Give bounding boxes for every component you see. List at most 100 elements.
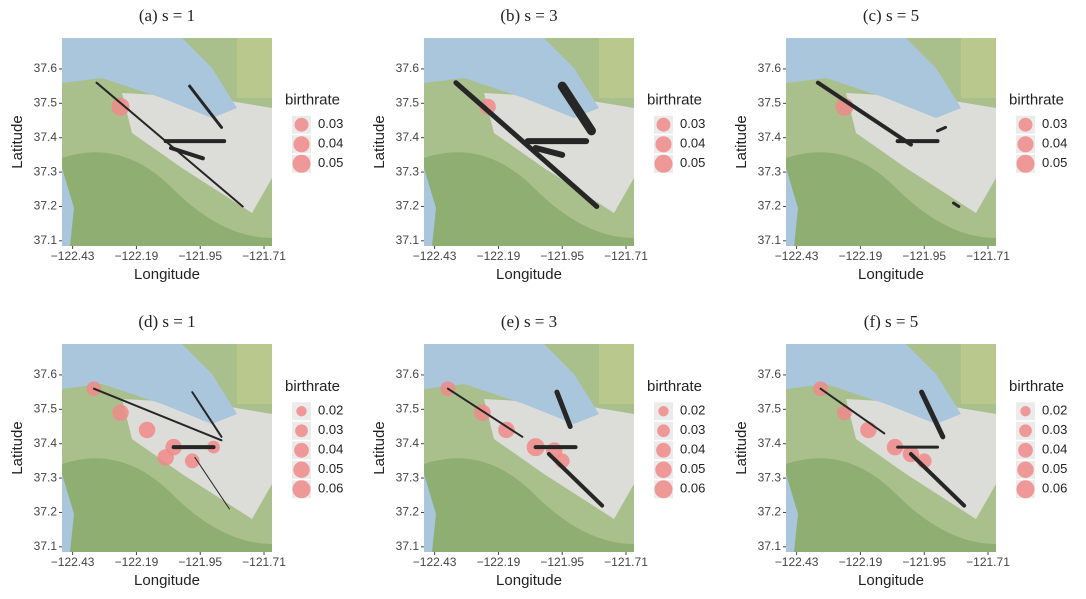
chart-title: (c) s = 5 bbox=[863, 6, 919, 25]
legend-title: birthrate bbox=[1009, 92, 1064, 109]
legend-label: 0.03 bbox=[318, 422, 343, 437]
legend-label: 0.06 bbox=[1042, 481, 1067, 496]
x-tick-label: −122.19 bbox=[839, 249, 883, 263]
legend-key bbox=[296, 406, 306, 416]
y-tick-label: 37.3 bbox=[396, 164, 420, 178]
y-tick-label: 37.4 bbox=[758, 436, 782, 450]
x-tick-label: −122.43 bbox=[775, 555, 819, 569]
x-tick-label: −121.95 bbox=[902, 555, 946, 569]
x-axis-label: Longitude bbox=[496, 572, 562, 589]
y-tick-label: 37.1 bbox=[34, 539, 58, 553]
x-axis-label: Longitude bbox=[858, 572, 924, 589]
x-tick-label: −122.19 bbox=[839, 555, 883, 569]
x-tick-label: −122.43 bbox=[51, 555, 95, 569]
x-tick-label: −122.19 bbox=[477, 555, 521, 569]
x-tick-label: −121.95 bbox=[540, 249, 584, 263]
y-tick-label: 37.5 bbox=[34, 401, 58, 415]
x-tick-label: −122.19 bbox=[477, 249, 521, 263]
y-tick-label: 37.4 bbox=[758, 130, 782, 144]
panel: −122.43−122.19−121.95−121.7137.137.237.3… bbox=[371, 312, 705, 589]
legend-label: 0.05 bbox=[680, 155, 705, 170]
legend-key bbox=[655, 136, 671, 152]
legend-label: 0.02 bbox=[680, 403, 705, 418]
x-tick-label: −122.43 bbox=[413, 249, 457, 263]
y-tick-label: 37.2 bbox=[34, 199, 58, 213]
legend-key bbox=[1017, 480, 1035, 498]
y-tick-label: 37.2 bbox=[396, 199, 420, 213]
legend-key bbox=[1019, 118, 1033, 132]
y-tick-label: 37.3 bbox=[758, 164, 782, 178]
legend-key bbox=[658, 406, 668, 416]
legend-label: 0.04 bbox=[318, 442, 343, 457]
y-axis-label: Latitude bbox=[371, 115, 388, 168]
legend-key bbox=[294, 443, 309, 458]
east-hills bbox=[961, 38, 996, 98]
y-tick-label: 37.4 bbox=[34, 130, 58, 144]
legend-key bbox=[655, 155, 673, 173]
legend-label: 0.04 bbox=[318, 136, 343, 151]
y-tick-label: 37.2 bbox=[396, 505, 420, 519]
legend-label: 0.04 bbox=[680, 442, 705, 457]
y-tick-label: 37.6 bbox=[34, 61, 58, 75]
x-tick-label: −121.71 bbox=[242, 555, 286, 569]
y-axis-label: Latitude bbox=[371, 421, 388, 474]
chart-title: (e) s = 3 bbox=[501, 312, 557, 331]
legend-key bbox=[656, 443, 671, 458]
x-axis-label: Longitude bbox=[134, 266, 200, 283]
legend-key bbox=[655, 462, 671, 478]
x-tick-label: −121.95 bbox=[902, 249, 946, 263]
y-tick-label: 37.3 bbox=[758, 470, 782, 484]
y-tick-label: 37.1 bbox=[396, 539, 420, 553]
x-tick-label: −121.95 bbox=[540, 555, 584, 569]
y-tick-label: 37.3 bbox=[34, 470, 58, 484]
x-tick-label: −122.19 bbox=[115, 249, 159, 263]
y-tick-label: 37.5 bbox=[396, 95, 420, 109]
chart-title: (a) s = 1 bbox=[139, 6, 195, 25]
y-tick-label: 37.1 bbox=[396, 233, 420, 247]
y-axis-label: Latitude bbox=[9, 115, 26, 168]
legend-key bbox=[1017, 155, 1035, 173]
x-tick-label: −121.71 bbox=[604, 249, 648, 263]
y-tick-label: 37.4 bbox=[34, 436, 58, 450]
chart-title: (b) s = 3 bbox=[500, 6, 557, 25]
x-tick-label: −121.71 bbox=[242, 249, 286, 263]
y-tick-label: 37.3 bbox=[396, 470, 420, 484]
y-axis-label: Latitude bbox=[733, 421, 750, 474]
x-tick-label: −122.43 bbox=[775, 249, 819, 263]
east-hills bbox=[599, 38, 634, 98]
y-tick-label: 37.6 bbox=[396, 367, 420, 381]
x-axis-label: Longitude bbox=[858, 266, 924, 283]
legend-key bbox=[1020, 406, 1030, 416]
x-tick-label: −122.43 bbox=[51, 249, 95, 263]
x-tick-label: −122.43 bbox=[413, 555, 457, 569]
legend-title: birthrate bbox=[1009, 378, 1064, 395]
y-tick-label: 37.4 bbox=[396, 130, 420, 144]
legend-key bbox=[1018, 443, 1033, 458]
y-tick-label: 37.6 bbox=[758, 61, 782, 75]
y-tick-label: 37.1 bbox=[758, 539, 782, 553]
east-hills bbox=[599, 344, 634, 404]
y-tick-label: 37.6 bbox=[758, 367, 782, 381]
legend-key bbox=[293, 155, 311, 173]
panel: −122.43−122.19−121.95−121.7137.137.237.3… bbox=[9, 312, 343, 589]
legend-key bbox=[1019, 424, 1032, 437]
east-hills bbox=[237, 344, 272, 404]
chart-title: (d) s = 1 bbox=[138, 312, 195, 331]
legend-label: 0.05 bbox=[318, 461, 343, 476]
y-tick-label: 37.1 bbox=[758, 233, 782, 247]
legend-label: 0.04 bbox=[1042, 136, 1067, 151]
y-tick-label: 37.6 bbox=[396, 61, 420, 75]
x-tick-label: −121.95 bbox=[178, 555, 222, 569]
y-tick-label: 37.2 bbox=[758, 505, 782, 519]
y-tick-label: 37.5 bbox=[34, 95, 58, 109]
legend-title: birthrate bbox=[647, 92, 702, 109]
y-tick-label: 37.5 bbox=[758, 401, 782, 415]
legend-label: 0.06 bbox=[318, 481, 343, 496]
x-tick-label: −121.95 bbox=[178, 249, 222, 263]
legend-key bbox=[657, 424, 670, 437]
legend-key bbox=[295, 424, 308, 437]
x-tick-label: −122.19 bbox=[115, 555, 159, 569]
legend-key bbox=[295, 118, 309, 132]
legend-key bbox=[293, 480, 311, 498]
legend-label: 0.04 bbox=[680, 136, 705, 151]
